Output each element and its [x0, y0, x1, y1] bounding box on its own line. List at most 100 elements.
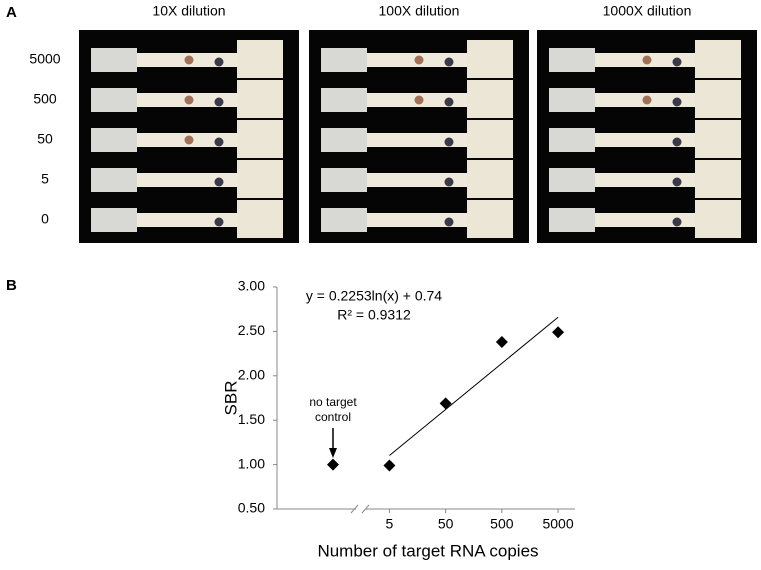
row-label: 5000: [29, 51, 60, 67]
sample-pad: [549, 48, 595, 72]
axis-break: [361, 504, 370, 514]
trendline: [389, 316, 559, 456]
control-line: [214, 97, 224, 107]
strip: [137, 53, 257, 67]
row-label: 0: [41, 211, 49, 227]
absorbent-pad: [695, 160, 741, 198]
strip: [595, 53, 715, 67]
control-line: [672, 217, 682, 227]
column-header: 10X dilution: [152, 3, 225, 19]
sample-pad: [549, 168, 595, 192]
strip: [137, 93, 257, 107]
point: [327, 458, 339, 471]
sample-pad: [321, 48, 367, 72]
strip: [137, 173, 257, 187]
sample-pad: [549, 128, 595, 152]
point: [552, 326, 565, 339]
x-tick-label: 50: [438, 516, 454, 532]
axis-break: [350, 504, 359, 514]
strip: [137, 133, 257, 147]
strip: [595, 133, 715, 147]
control-line: [444, 217, 454, 227]
strip: [367, 93, 487, 107]
column-header: 100X dilution: [379, 3, 460, 19]
strip: [595, 173, 715, 187]
sample-pad: [549, 208, 595, 232]
absorbent-pad: [467, 80, 513, 118]
test-line: [642, 95, 652, 105]
test-line: [414, 95, 424, 105]
strip: [367, 53, 487, 67]
y-tick-label: 2.00: [238, 367, 265, 383]
sample-pad: [549, 88, 595, 112]
y-tick-label: 2.50: [238, 322, 265, 338]
control-line: [672, 57, 682, 67]
control-line: [444, 177, 454, 187]
control-line: [444, 57, 454, 67]
y-tick-label: 0.50: [238, 500, 265, 516]
absorbent-pad: [467, 200, 513, 238]
absorbent-pad: [695, 120, 741, 158]
equation: y = 0.2253ln(x) + 0.74: [306, 288, 442, 304]
strip: [367, 173, 487, 187]
y-tick-label: 3.00: [238, 278, 265, 294]
sample-pad: [321, 168, 367, 192]
absorbent-pad: [695, 40, 741, 78]
sample-pad: [321, 88, 367, 112]
control-line: [672, 97, 682, 107]
column-header: 1000X dilution: [603, 3, 692, 19]
control-line: [672, 177, 682, 187]
absorbent-pad: [695, 200, 741, 238]
absorbent-pad: [467, 160, 513, 198]
strip: [367, 213, 487, 227]
y-axis-label: SBR: [221, 381, 240, 416]
strip: [137, 213, 257, 227]
sample-pad: [321, 208, 367, 232]
control-line: [214, 177, 224, 187]
y-tick-label: 1.00: [238, 455, 265, 471]
point: [439, 397, 452, 410]
annotation: no target: [309, 395, 357, 409]
test-line: [642, 55, 652, 65]
absorbent-pad: [467, 120, 513, 158]
absorbent-pad: [467, 40, 513, 78]
annotation: control: [315, 410, 351, 424]
row-label: 5: [41, 171, 49, 187]
sample-pad: [91, 128, 137, 152]
strip: [595, 93, 715, 107]
panel-label: B: [6, 277, 17, 294]
sample-pad: [91, 208, 137, 232]
test-line: [414, 55, 424, 65]
control-line: [214, 217, 224, 227]
absorbent-pad: [237, 200, 283, 238]
point: [383, 459, 396, 472]
x-tick-label: 5000: [542, 516, 573, 532]
test-line: [184, 95, 194, 105]
absorbent-pad: [237, 120, 283, 158]
row-label: 50: [37, 131, 53, 147]
sample-pad: [91, 48, 137, 72]
control-line: [214, 137, 224, 147]
x-tick-label: 500: [490, 516, 514, 532]
arrow-head: [329, 448, 337, 458]
sample-pad: [321, 128, 367, 152]
strip: [595, 213, 715, 227]
absorbent-pad: [695, 80, 741, 118]
absorbent-pad: [237, 80, 283, 118]
x-axis-label: Number of target RNA copies: [317, 541, 538, 560]
control-line: [444, 137, 454, 147]
sample-pad: [91, 168, 137, 192]
control-line: [672, 137, 682, 147]
point: [495, 336, 508, 349]
panel-label: A: [6, 4, 17, 21]
control-line: [214, 57, 224, 67]
absorbent-pad: [237, 160, 283, 198]
control-line: [444, 97, 454, 107]
strip: [367, 133, 487, 147]
absorbent-pad: [237, 40, 283, 78]
r-squared: R² = 0.9312: [337, 307, 411, 323]
test-line: [184, 135, 194, 145]
y-tick-label: 1.50: [238, 411, 265, 427]
row-label: 500: [33, 91, 57, 107]
